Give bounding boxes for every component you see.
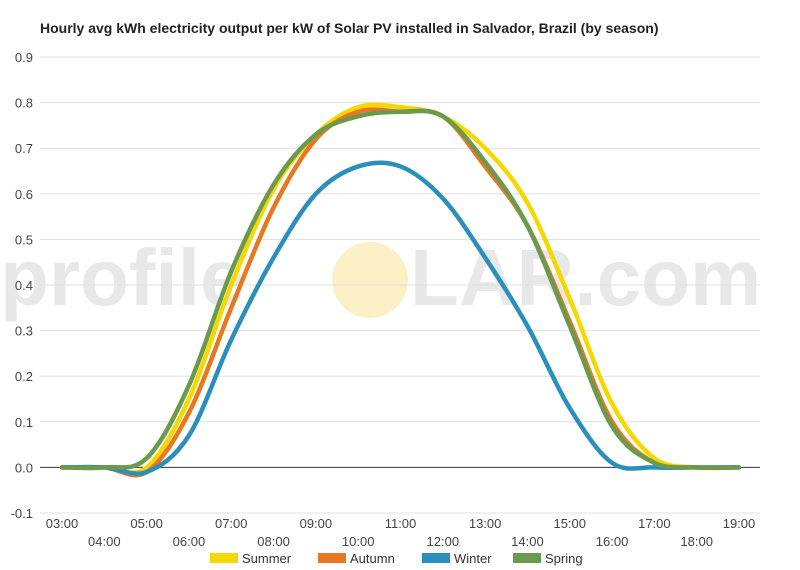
x-tick-label: 04:00 bbox=[88, 534, 121, 549]
x-tick-label: 13:00 bbox=[469, 516, 502, 531]
y-tick-label: 0.2 bbox=[15, 369, 33, 384]
legend: Summer Autumn Winter Spring bbox=[210, 551, 583, 566]
series-lines bbox=[59, 102, 742, 478]
y-tick-label: 0.1 bbox=[15, 415, 33, 430]
y-tick-label: 0.4 bbox=[15, 278, 33, 293]
x-tick-label: 05:00 bbox=[130, 516, 163, 531]
legend-label-spring: Spring bbox=[545, 551, 583, 566]
legend-swatch-spring bbox=[513, 553, 541, 563]
watermark: profile LAR.com bbox=[0, 233, 761, 322]
x-tick-label: 12:00 bbox=[427, 534, 460, 549]
watermark-sun bbox=[332, 242, 408, 318]
series-line-spring bbox=[59, 108, 742, 471]
x-tick-label: 08:00 bbox=[257, 534, 290, 549]
legend-label-autumn: Autumn bbox=[350, 551, 395, 566]
x-tick-label: 07:00 bbox=[215, 516, 248, 531]
y-tick-label: 0.8 bbox=[15, 96, 33, 111]
x-tick-label: 10:00 bbox=[342, 534, 375, 549]
x-tick-label: 11:00 bbox=[385, 516, 417, 531]
legend-swatch-winter bbox=[422, 553, 450, 563]
chart-title: Hourly avg kWh electricity output per kW… bbox=[40, 20, 659, 36]
grid bbox=[40, 56, 760, 514]
x-tick-label: 03:00 bbox=[46, 516, 79, 531]
series-line-winter bbox=[59, 160, 742, 476]
legend-label-summer: Summer bbox=[242, 551, 292, 566]
legend-swatch-summer bbox=[210, 553, 238, 563]
x-tick-label: 06:00 bbox=[173, 534, 206, 549]
watermark-text-left: profile bbox=[0, 233, 244, 322]
y-tick-label: 0.5 bbox=[15, 232, 33, 247]
legend-swatch-autumn bbox=[318, 553, 346, 563]
y-tick-label: -0.1 bbox=[11, 506, 33, 521]
y-tick-label: 0.0 bbox=[15, 460, 33, 475]
x-tick-label: 19:00 bbox=[723, 516, 756, 531]
series-line-summer bbox=[59, 102, 742, 475]
x-tick-label: 15:00 bbox=[553, 516, 586, 531]
x-tick-label: 18:00 bbox=[680, 534, 713, 549]
y-tick-label: 0.9 bbox=[15, 50, 33, 65]
legend-label-winter: Winter bbox=[454, 551, 492, 566]
y-tick-label: 0.7 bbox=[15, 141, 33, 156]
x-tick-label: 17:00 bbox=[638, 516, 671, 531]
x-tick-label: 14:00 bbox=[511, 534, 544, 549]
watermark-text-right: LAR.com bbox=[410, 233, 761, 322]
x-tick-label: 09:00 bbox=[300, 516, 333, 531]
y-tick-label: 0.3 bbox=[15, 324, 33, 339]
y-tick-label: 0.6 bbox=[15, 187, 33, 202]
x-tick-label: 16:00 bbox=[596, 534, 629, 549]
